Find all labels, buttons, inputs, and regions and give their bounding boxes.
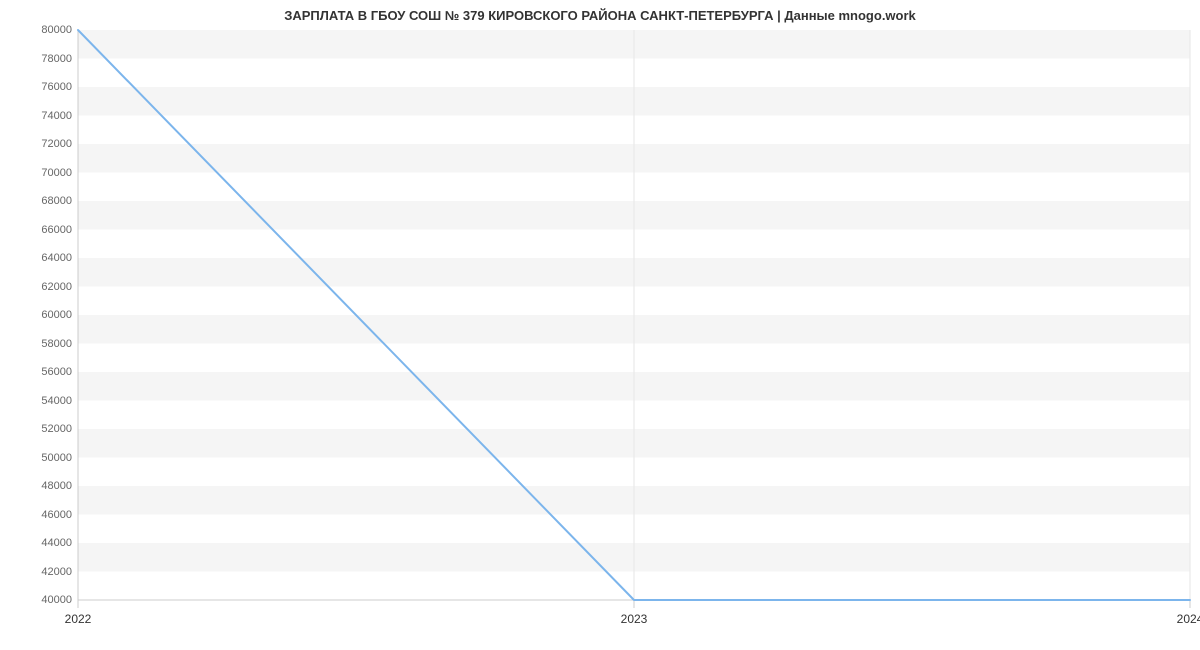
- x-tick-label: 2024: [1177, 612, 1200, 626]
- y-tick-label: 50000: [0, 452, 72, 464]
- y-tick-label: 48000: [0, 480, 72, 492]
- y-tick-label: 78000: [0, 53, 72, 65]
- x-axis-labels: 2022 2023 2024: [0, 612, 1200, 642]
- y-tick-label: 60000: [0, 309, 72, 321]
- y-tick-label: 42000: [0, 566, 72, 578]
- y-tick-label: 40000: [0, 594, 72, 606]
- y-tick-label: 44000: [0, 537, 72, 549]
- y-tick-label: 72000: [0, 138, 72, 150]
- y-tick-label: 70000: [0, 167, 72, 179]
- x-tick-label: 2022: [65, 612, 92, 626]
- chart-title: ЗАРПЛАТА В ГБОУ СОШ № 379 КИРОВСКОГО РАЙ…: [0, 8, 1200, 23]
- y-tick-label: 80000: [0, 24, 72, 36]
- y-tick-label: 74000: [0, 110, 72, 122]
- y-tick-label: 52000: [0, 423, 72, 435]
- x-tick-label: 2023: [621, 612, 648, 626]
- chart-plot-area: [0, 0, 1200, 650]
- y-tick-label: 56000: [0, 366, 72, 378]
- y-tick-label: 54000: [0, 395, 72, 407]
- y-tick-label: 68000: [0, 195, 72, 207]
- y-axis-labels: 40000 42000 44000 46000 48000 50000 52000 54000…: [0, 0, 72, 650]
- y-tick-label: 66000: [0, 224, 72, 236]
- salary-line-chart: ЗАРПЛАТА В ГБОУ СОШ № 379 КИРОВСКОГО РАЙ…: [0, 0, 1200, 650]
- y-tick-label: 76000: [0, 81, 72, 93]
- y-tick-label: 58000: [0, 338, 72, 350]
- y-tick-label: 62000: [0, 281, 72, 293]
- y-tick-label: 46000: [0, 509, 72, 521]
- y-tick-label: 64000: [0, 252, 72, 264]
